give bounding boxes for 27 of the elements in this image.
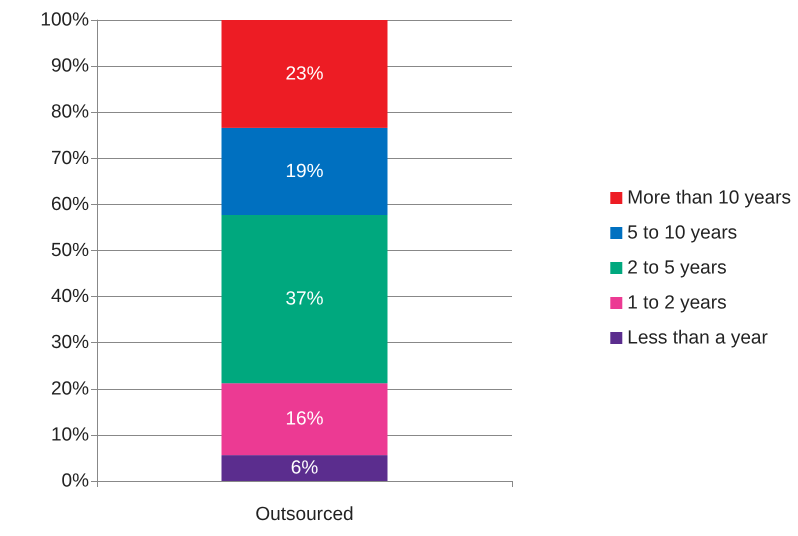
data-label: 23% [285,63,324,84]
x-tick-label: Outsourced [255,504,354,525]
y-tick-label: 30% [50,332,90,354]
data-label: 6% [290,458,318,479]
bar [222,215,388,384]
legend-label: 2 to 5 years [627,258,727,278]
bar [222,20,388,128]
legend-label: 1 to 2 years [627,292,727,314]
y-tick-label: 60% [50,194,90,215]
y-tick-label: 10% [50,424,90,446]
legend-label: More than 10 years [627,188,792,208]
bar [222,455,388,481]
y-tick-label: 20% [50,378,90,400]
legend-label: Less than a year [627,328,768,348]
y-tick-label: 70% [50,148,90,169]
y-tick-label: 80% [50,102,90,123]
bar [222,383,388,456]
data-label: 37% [285,288,324,310]
y-tick-label: 90% [50,56,90,77]
data-label: 19% [285,160,324,182]
legend-label: 5 to 10 years [627,222,738,244]
y-tick-label: 50% [50,240,90,261]
data-label: 16% [285,408,324,430]
bar [222,128,388,216]
y-tick-label: 40% [50,286,90,308]
y-tick-label: 0% [62,470,90,492]
y-tick-label: 100% [40,10,90,30]
